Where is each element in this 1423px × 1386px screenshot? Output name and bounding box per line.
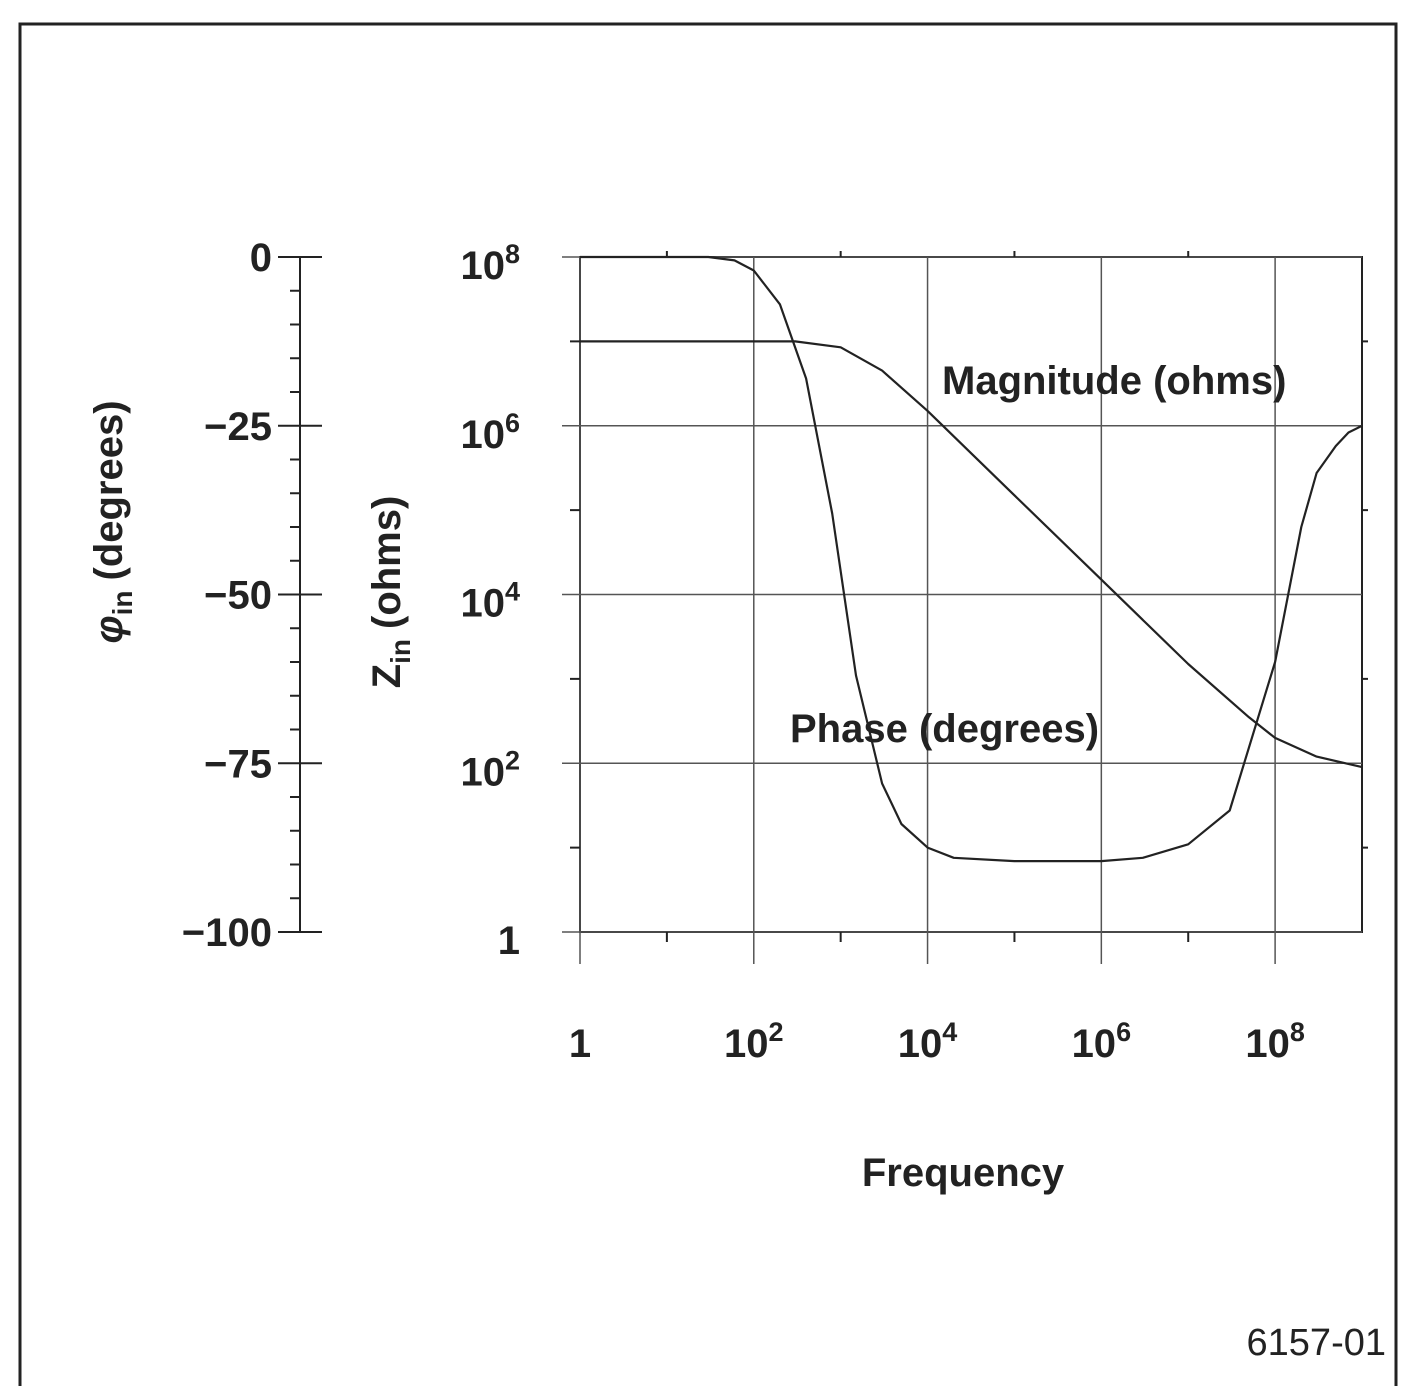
phase-tick-label: −50 — [204, 574, 272, 618]
series — [580, 255, 1363, 863]
y-tick-label: 104 — [460, 577, 520, 626]
x-tick-label: 108 — [1245, 1017, 1305, 1066]
phase-tick-label: −75 — [204, 742, 272, 786]
y-tick-label: 102 — [460, 745, 520, 794]
magnitude-series-label: Magnitude (ohms) — [942, 359, 1286, 403]
axes: 1 102 104 106 108 1 102 104 106 108 0 −25 −50 −75 −100 — [182, 236, 1368, 1066]
phase-tick-label: −25 — [204, 405, 272, 449]
x-tick-label: 104 — [898, 1017, 958, 1066]
figure-frame — [18, 22, 1398, 1386]
phase-tick-label: 0 — [250, 236, 272, 280]
x-axis-title: Frequency — [862, 1151, 1065, 1195]
phase-series-line — [580, 255, 1363, 863]
phase-tick-label: −100 — [182, 911, 272, 955]
grid — [562, 256, 1363, 964]
y-tick-label: 106 — [460, 408, 520, 457]
x-tick-label: 1 — [569, 1022, 591, 1066]
phase-series-label: Phase (degrees) — [790, 707, 1099, 751]
zin-axis-title: Zin(ohms) — [365, 496, 416, 689]
magnitude-series-line — [580, 340, 1363, 769]
labels: Frequency 6157-01 Zin(ohms) φin(degrees)… — [87, 359, 1386, 1364]
y-tick-label: 108 — [460, 239, 520, 288]
x-tick-label: 102 — [724, 1017, 784, 1066]
figure-id: 6157-01 — [1247, 1322, 1386, 1364]
x-tick-label: 106 — [1072, 1017, 1132, 1066]
y-tick-label: 1 — [498, 919, 520, 963]
phase-axis-title: φin(degrees) — [87, 400, 138, 643]
